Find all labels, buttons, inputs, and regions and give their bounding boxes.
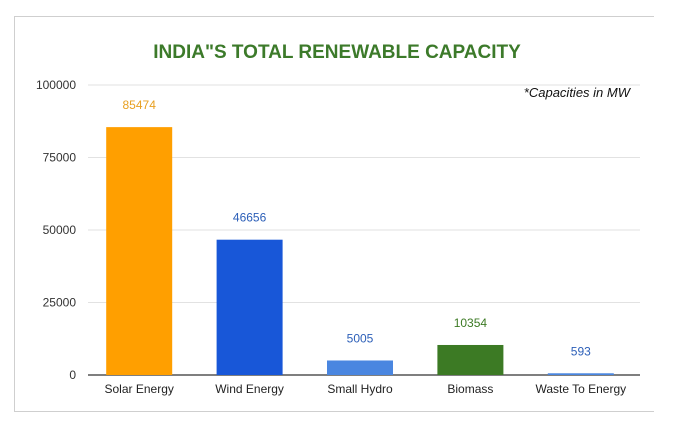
data-label: 10354	[454, 316, 488, 330]
x-tick-label: Small Hydro	[327, 382, 393, 396]
data-label: 46656	[233, 211, 267, 225]
chart-title: INDIA"S TOTAL RENEWABLE CAPACITY	[153, 42, 521, 63]
capacity-unit-note: *Capacities in MW	[524, 85, 632, 100]
y-tick-label: 75000	[43, 151, 77, 165]
data-label: 85474	[123, 98, 157, 112]
bar-waste-to-energy	[547, 373, 614, 375]
x-tick-label: Solar Energy	[105, 382, 174, 396]
x-tick-label: Biomass	[447, 382, 493, 396]
bar-biomass	[437, 344, 504, 375]
y-tick-label: 50000	[43, 223, 77, 237]
bar-wind-energy	[216, 239, 283, 375]
bar-small-hydro	[327, 360, 393, 375]
x-tick-label: Wind Energy	[215, 382, 284, 396]
x-tick-label: Waste To Energy	[535, 382, 626, 396]
bar-solar-energy	[106, 127, 173, 375]
y-tick-label: 0	[69, 368, 76, 382]
y-tick-label: 100000	[36, 78, 76, 92]
data-label: 593	[571, 344, 591, 358]
data-label: 5005	[347, 331, 374, 345]
y-tick-label: 25000	[43, 296, 77, 310]
